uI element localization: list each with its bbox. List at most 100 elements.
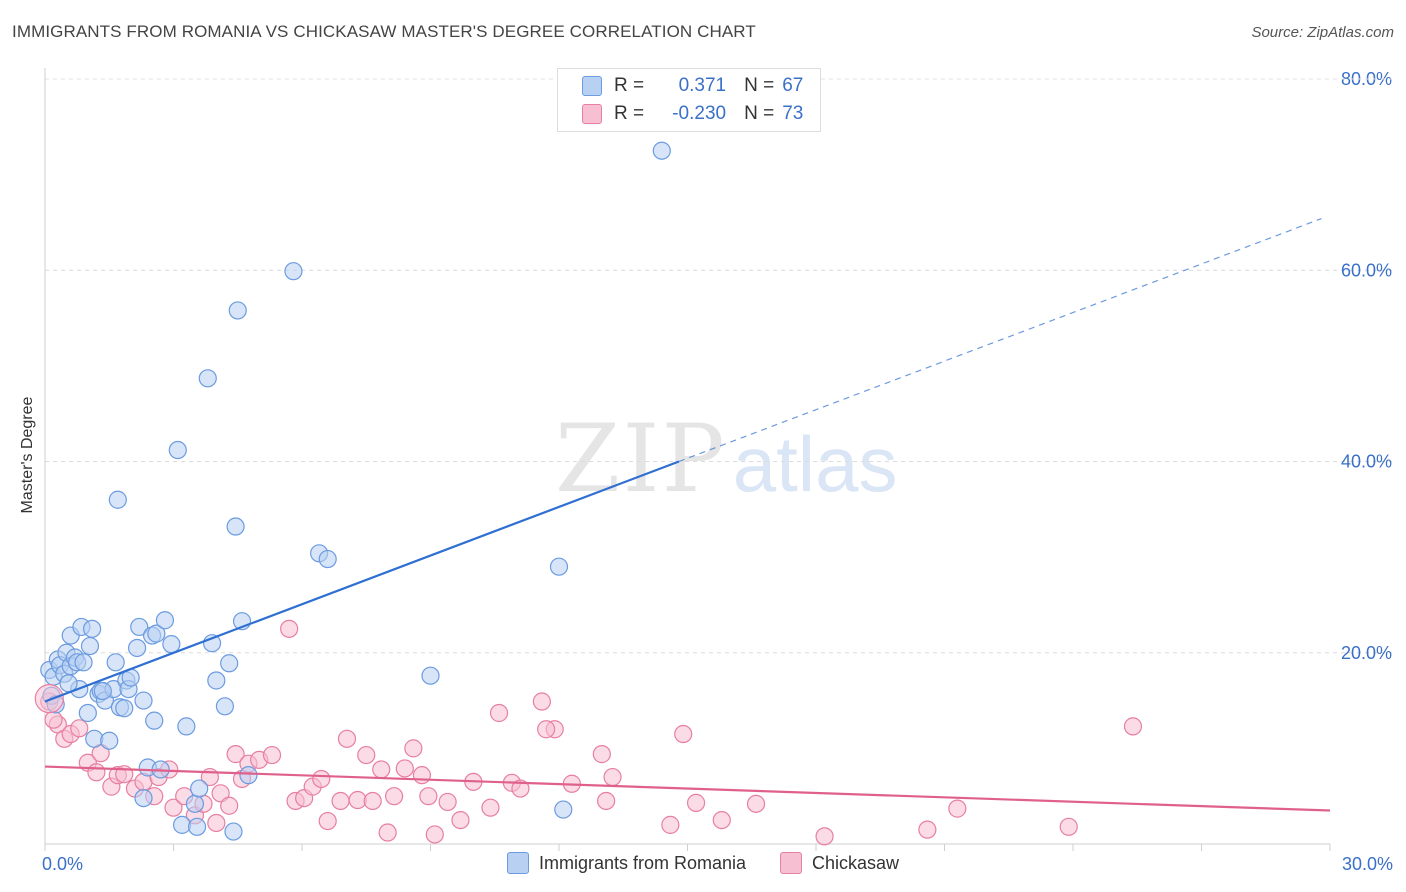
data-point-chickasaw xyxy=(918,820,937,839)
data-point-chickasaw xyxy=(686,793,706,812)
data-point-romania xyxy=(207,671,226,690)
data-point-chickasaw xyxy=(1059,817,1078,836)
data-point-romania xyxy=(85,729,104,748)
data-point-chickasaw xyxy=(815,827,834,846)
trendline-chickasaw xyxy=(44,765,1331,812)
data-point-romania xyxy=(652,141,671,160)
data-point-chickasaw xyxy=(87,763,106,782)
data-point-chickasaw xyxy=(337,729,357,748)
data-point-romania xyxy=(220,654,239,673)
stats-r-label-blue: R = xyxy=(614,75,645,96)
data-point-chickasaw xyxy=(262,745,282,765)
data-point-romania xyxy=(185,794,205,813)
data-point-chickasaw xyxy=(357,745,376,765)
y-tick-label: 60.0% xyxy=(1341,260,1392,280)
data-point-chickasaw xyxy=(70,719,89,738)
data-point-chickasaw xyxy=(425,825,444,844)
data-point-romania xyxy=(172,815,192,834)
trendline-romania xyxy=(44,460,680,703)
stats-row-blue: R = 0.371 N = 67 xyxy=(582,73,803,99)
data-point-romania xyxy=(549,557,569,576)
data-point-chickasaw xyxy=(948,799,967,818)
data-point-chickasaw xyxy=(34,684,64,714)
data-point-chickasaw xyxy=(207,813,226,833)
stats-r-label-pink: R = xyxy=(614,103,645,124)
trendline-romania-projection xyxy=(678,218,1322,463)
data-point-romania xyxy=(421,666,440,685)
data-point-romania xyxy=(130,617,149,637)
data-point-romania xyxy=(155,611,175,630)
data-point-chickasaw xyxy=(211,784,230,803)
chart-source: Source: ZipAtlas.com xyxy=(1251,24,1394,41)
data-point-chickasaw xyxy=(164,798,183,817)
y-axis-label: Master's Degree xyxy=(19,396,36,514)
data-point-chickasaw xyxy=(372,760,391,779)
data-point-romania xyxy=(239,766,258,785)
data-point-romania xyxy=(554,800,573,819)
data-point-chickasaw xyxy=(489,703,509,723)
data-point-chickasaw xyxy=(1123,717,1143,736)
data-point-chickasaw xyxy=(220,796,239,815)
data-point-chickasaw xyxy=(674,724,693,744)
data-point-romania xyxy=(134,788,153,808)
data-point-chickasaw xyxy=(419,787,438,806)
data-point-chickasaw xyxy=(537,720,556,739)
y-tick-label: 20.0% xyxy=(1341,643,1392,663)
data-point-chickasaw xyxy=(412,766,432,785)
data-point-romania xyxy=(198,369,217,388)
data-point-romania xyxy=(215,697,234,716)
legend-item-romania[interactable]: Immigrants from Romania xyxy=(506,852,747,874)
data-point-romania xyxy=(187,817,207,836)
x-tick-label: 0.0% xyxy=(42,854,83,874)
data-point-romania xyxy=(80,636,100,656)
data-point-romania xyxy=(168,440,187,460)
data-point-chickasaw xyxy=(404,739,423,758)
data-point-romania xyxy=(115,699,134,718)
stats-n-label-blue: N = xyxy=(744,75,775,96)
data-point-chickasaw xyxy=(746,794,766,813)
chart-title: IMMIGRANTS FROM ROMANIA VS CHICKASAW MAS… xyxy=(12,22,756,41)
data-point-chickasaw xyxy=(318,811,337,831)
data-point-romania xyxy=(162,635,181,654)
data-point-chickasaw xyxy=(44,710,63,729)
data-point-chickasaw xyxy=(395,759,414,778)
data-point-chickasaw xyxy=(603,767,622,787)
data-point-chickasaw xyxy=(384,787,404,806)
data-point-romania xyxy=(284,262,303,281)
data-point-chickasaw xyxy=(438,792,457,812)
stats-swatch-pink xyxy=(582,104,602,124)
legend-item-chickasaw[interactable]: Chickasaw xyxy=(780,852,899,874)
data-point-romania xyxy=(74,653,93,672)
data-point-chickasaw xyxy=(511,779,530,798)
data-point-chickasaw xyxy=(363,791,382,811)
stats-r-value-pink: -0.230 xyxy=(672,103,727,124)
legend: Immigrants from Romania Chickasaw xyxy=(0,852,1406,874)
data-point-chickasaw xyxy=(226,745,245,764)
data-point-romania xyxy=(177,717,196,736)
data-point-chickasaw xyxy=(451,810,470,830)
legend-swatch-pink xyxy=(780,852,803,874)
data-point-romania xyxy=(78,703,97,723)
data-point-romania xyxy=(147,624,166,643)
stats-n-value-blue: 67 xyxy=(782,75,804,96)
legend-swatch-blue xyxy=(506,852,529,874)
data-point-romania xyxy=(190,779,209,798)
data-point-chickasaw xyxy=(312,769,331,789)
data-point-chickasaw xyxy=(661,815,680,834)
stats-n-value-pink: 73 xyxy=(782,103,804,124)
data-point-romania xyxy=(228,301,247,320)
data-point-chickasaw xyxy=(592,745,611,764)
data-point-romania xyxy=(106,653,125,672)
data-point-romania xyxy=(226,517,245,536)
data-point-romania xyxy=(127,638,147,658)
data-point-romania xyxy=(83,619,102,638)
data-point-chickasaw xyxy=(712,810,731,830)
data-point-chickasaw xyxy=(481,798,500,817)
data-point-romania xyxy=(100,731,119,750)
data-point-chickasaw xyxy=(378,823,397,842)
y-tick-label: 40.0% xyxy=(1341,452,1392,472)
legend-label-romania: Immigrants from Romania xyxy=(538,852,747,873)
x-tick-label: 30.0% xyxy=(1342,854,1393,874)
data-point-romania xyxy=(134,691,153,710)
